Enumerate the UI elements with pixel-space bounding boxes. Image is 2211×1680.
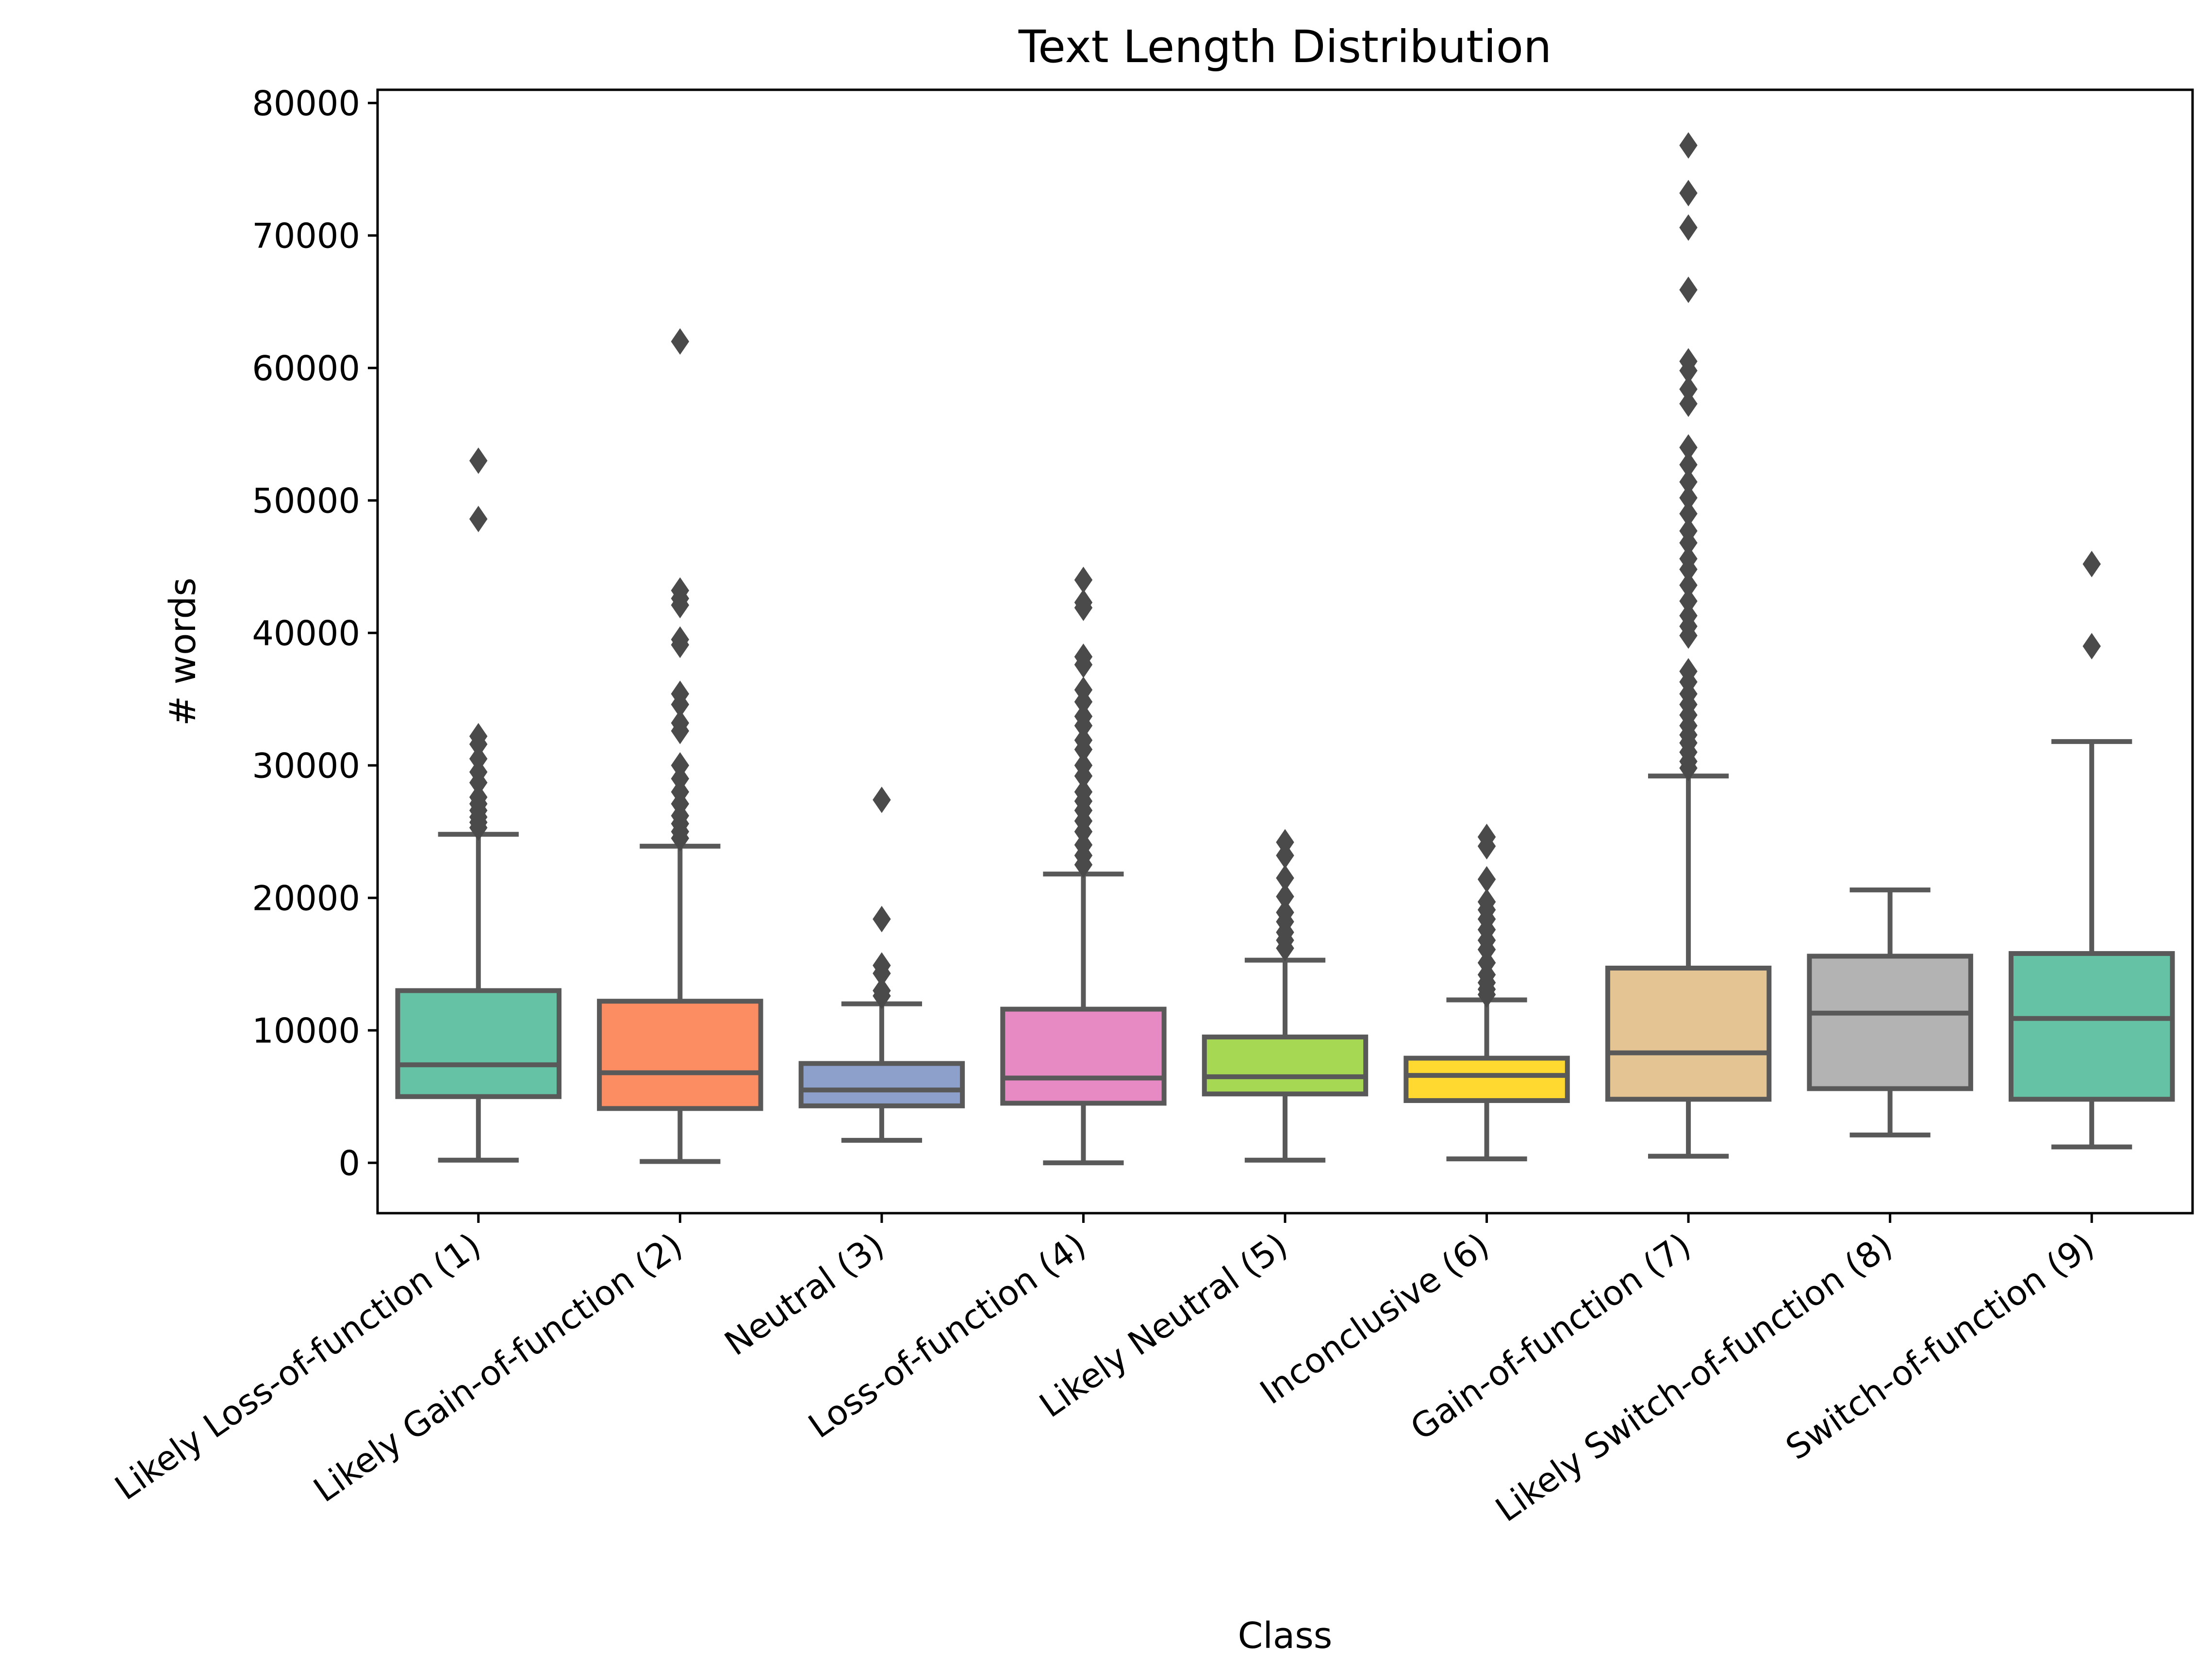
y-tick-label: 50000 — [252, 481, 360, 521]
box — [597, 999, 763, 1111]
box-group — [597, 328, 763, 1164]
box — [395, 988, 561, 1099]
box-group — [1807, 887, 1973, 1137]
y-tick-label: 80000 — [252, 83, 360, 123]
chart-title: Text Length Distribution — [1018, 21, 1552, 73]
x-tick-label: Likely Gain-of-function (2) — [307, 1225, 690, 1510]
box — [1807, 954, 1973, 1091]
outlier-point — [2082, 633, 2101, 659]
outlier-point — [1679, 276, 1698, 303]
outlier-point — [671, 752, 690, 779]
y-tick-label: 0 — [338, 1143, 360, 1183]
box — [2009, 951, 2175, 1102]
outlier-point — [1074, 566, 1093, 593]
box-group — [798, 786, 965, 1143]
outlier-point — [1679, 572, 1698, 599]
outlier-point — [1679, 180, 1698, 207]
outlier-point — [469, 447, 488, 474]
y-tick-label: 20000 — [252, 878, 360, 918]
outlier-point — [1679, 214, 1698, 241]
outlier-point — [1679, 500, 1698, 527]
outlier-point — [1679, 468, 1698, 495]
x-tick-label: Likely Switch-of-function (8) — [1488, 1225, 1899, 1530]
outlier-point — [873, 906, 891, 933]
outlier-point — [671, 577, 690, 604]
x-tick-label: Neutral (3) — [718, 1225, 891, 1364]
outlier-point — [2082, 551, 2101, 577]
box-group — [1202, 829, 1369, 1163]
outlier-point — [1477, 824, 1496, 850]
outlier-point — [1477, 866, 1496, 893]
outlier-point — [469, 745, 488, 772]
box-group — [395, 447, 561, 1163]
outlier-point — [1276, 865, 1294, 891]
box-group — [1605, 132, 1772, 1159]
outlier-point — [1679, 602, 1698, 629]
y-axis: 0 10000 20000 30000 40000 50000 60000 70000 8000… — [252, 83, 378, 1183]
outlier-point — [873, 952, 891, 979]
outlier-point — [469, 506, 488, 532]
outlier-point — [873, 977, 891, 1004]
outlier-point — [1679, 484, 1698, 511]
box — [798, 1061, 965, 1108]
outlier-point — [1679, 588, 1698, 615]
outlier-point — [1679, 132, 1698, 159]
box — [1605, 965, 1772, 1102]
x-axis-label: Class — [1238, 1615, 1333, 1657]
box-group — [1403, 824, 1570, 1162]
box — [1403, 1055, 1570, 1103]
outlier-point — [469, 784, 488, 811]
outlier-point — [1074, 703, 1093, 730]
y-tick-label: 30000 — [252, 746, 360, 786]
outlier-point — [1679, 348, 1698, 375]
outlier-point — [1679, 545, 1698, 572]
outlier-point — [671, 709, 690, 737]
outlier-point — [1276, 829, 1294, 856]
outlier-point — [1679, 390, 1698, 417]
outlier-point — [1477, 889, 1496, 915]
outlier-point — [1679, 517, 1698, 544]
outlier-point — [671, 328, 690, 355]
y-tick-label: 60000 — [252, 348, 360, 388]
outlier-point — [1074, 676, 1093, 703]
outlier-point — [1679, 434, 1698, 461]
x-tick-label: Likely Loss-of-function (1) — [108, 1225, 488, 1508]
y-tick-label: 40000 — [252, 613, 360, 653]
plot-area — [376, 88, 2194, 1215]
box — [1202, 1034, 1369, 1097]
outlier-point — [1074, 727, 1093, 754]
outlier-point — [671, 626, 690, 653]
y-tick-label: 70000 — [252, 216, 360, 256]
outlier-point — [1679, 451, 1698, 478]
outlier-point — [1074, 589, 1093, 616]
outlier-point — [1276, 899, 1294, 926]
y-axis-label: # words — [162, 577, 204, 726]
box — [1000, 1006, 1167, 1106]
outlier-point — [1074, 643, 1093, 670]
outlier-point — [469, 723, 488, 750]
box-group — [2009, 551, 2175, 1150]
x-axis: Likely Loss-of-function (1)Likely Gain-o… — [108, 1213, 2101, 1530]
outlier-point — [1074, 778, 1093, 806]
y-tick-label: 10000 — [252, 1011, 360, 1051]
outlier-point — [1679, 658, 1698, 685]
outlier-point — [1679, 376, 1698, 403]
outlier-point — [1074, 752, 1093, 779]
outlier-point — [671, 680, 690, 708]
outlier-point — [873, 786, 891, 813]
box-group — [1000, 566, 1167, 1166]
outlier-point — [1276, 883, 1294, 910]
